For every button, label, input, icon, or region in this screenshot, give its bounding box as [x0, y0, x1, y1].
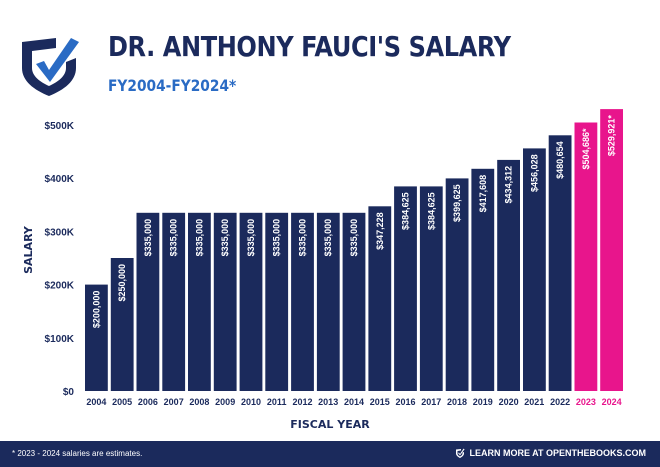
bar-2014: [342, 212, 366, 391]
bar-2005: [110, 258, 134, 391]
bar-value-label: $384,625: [426, 192, 436, 230]
bar-2017: [419, 186, 443, 391]
bar-2018: [445, 178, 469, 391]
shield-check-icon: [22, 38, 79, 96]
bar-value-label: $335,000: [143, 219, 153, 257]
bars: $200,000 $250,000 $335,000 $335,000 $335,000…: [85, 109, 623, 391]
bar-2012: [291, 212, 314, 391]
chart-subtitle: FY2004-FY2024*: [108, 76, 237, 95]
bar-value-label: $399,625: [452, 184, 462, 222]
x-tick-label: 2020: [499, 397, 519, 407]
bar-2015: [368, 206, 392, 391]
bar-value-label: $335,000: [323, 219, 333, 257]
x-tick-label: 2005: [112, 397, 132, 407]
learn-more-link[interactable]: LEARN MORE AT OPENTHEBOOKS.COM: [455, 448, 646, 458]
bar-value-label: $504,686*: [581, 128, 591, 170]
y-tick-label: $0: [63, 387, 75, 398]
x-tick-label: 2007: [164, 397, 184, 407]
x-tick-label: 2015: [370, 397, 390, 407]
y-axis-ticks: $0 $100K $200K $300K $400K $500K: [45, 121, 75, 398]
x-tick-label: 2004: [86, 397, 106, 407]
x-tick-label: 2009: [215, 397, 235, 407]
bar-2008: [188, 212, 211, 391]
bar-2004: [85, 284, 108, 391]
x-tick-label: 2016: [395, 397, 415, 407]
bar-value-label: $335,000: [169, 219, 179, 257]
bar-value-label: $384,625: [401, 192, 411, 230]
x-tick-label: 2012: [292, 397, 312, 407]
bar-value-label: $456,028: [529, 154, 539, 192]
footer-bar: * 2023 - 2024 salaries are estimates. LE…: [0, 441, 660, 467]
x-tick-label: 2018: [447, 397, 467, 407]
x-axis-label: FISCAL YEAR: [290, 418, 370, 431]
bar-value-label: $335,000: [220, 219, 230, 257]
bar-2007: [162, 212, 186, 391]
y-tick-label: $100K: [45, 334, 75, 345]
x-tick-label: 2011: [267, 397, 287, 407]
x-tick-label: 2008: [189, 397, 209, 407]
y-tick-label: $400K: [45, 174, 75, 185]
x-axis-ticks: 2004 2005 2006 2007 2008 2009 2010 2011 2012 2013…: [86, 397, 621, 407]
x-tick-label: 2010: [241, 397, 261, 407]
x-tick-label: 2014: [344, 397, 364, 407]
x-tick-label: 2021: [524, 397, 544, 407]
bar-value-label: $335,000: [272, 219, 282, 257]
x-tick-label: 2019: [473, 397, 493, 407]
bar-2022: [548, 135, 572, 391]
bar-2006: [136, 212, 160, 391]
bar-value-label: $480,654: [555, 141, 565, 179]
x-tick-label: 2017: [421, 397, 441, 407]
bar-2009: [213, 212, 237, 391]
bar-2024: [600, 109, 623, 391]
bar-2023: [574, 122, 598, 391]
y-tick-label: $500K: [45, 121, 75, 132]
y-tick-label: $200K: [45, 281, 75, 292]
bar-2010: [239, 212, 263, 391]
learn-more-text: LEARN MORE AT OPENTHEBOOKS.COM: [469, 448, 646, 458]
bar-2020: [497, 159, 520, 391]
shield-check-icon: [456, 448, 466, 458]
bar-value-label: $250,000: [117, 264, 127, 302]
salary-bar-chart: $0 $100K $200K $300K $400K $500K $200,000 $250…: [22, 109, 623, 431]
bar-2021: [523, 148, 546, 391]
y-axis-label: SALARY: [22, 225, 35, 274]
bar-value-label: $200,000: [91, 291, 101, 329]
bar-value-label: $335,000: [349, 219, 359, 257]
bar-value-label: $335,000: [194, 219, 204, 257]
bar-value-label: $417,608: [478, 175, 488, 213]
x-tick-label: 2023: [576, 397, 596, 407]
x-tick-label: 2006: [138, 397, 158, 407]
bar-2013: [316, 212, 340, 391]
bar-value-label: $529,921*: [607, 115, 617, 157]
y-tick-label: $300K: [45, 227, 75, 238]
bar-value-label: $347,228: [375, 212, 385, 250]
bar-value-label: $335,000: [298, 219, 308, 257]
bar-value-label: $434,312: [504, 166, 514, 204]
estimate-footnote: * 2023 - 2024 salaries are estimates.: [12, 449, 143, 458]
bar-value-label: $335,000: [246, 219, 256, 257]
chart-title: DR. ANTHONY FAUCI'S SALARY: [108, 30, 511, 63]
x-tick-label: 2024: [602, 397, 622, 407]
bar-2011: [265, 212, 289, 391]
x-tick-label: 2013: [318, 397, 338, 407]
bar-2019: [471, 168, 495, 391]
x-tick-label: 2022: [550, 397, 570, 407]
bar-2016: [394, 186, 417, 391]
